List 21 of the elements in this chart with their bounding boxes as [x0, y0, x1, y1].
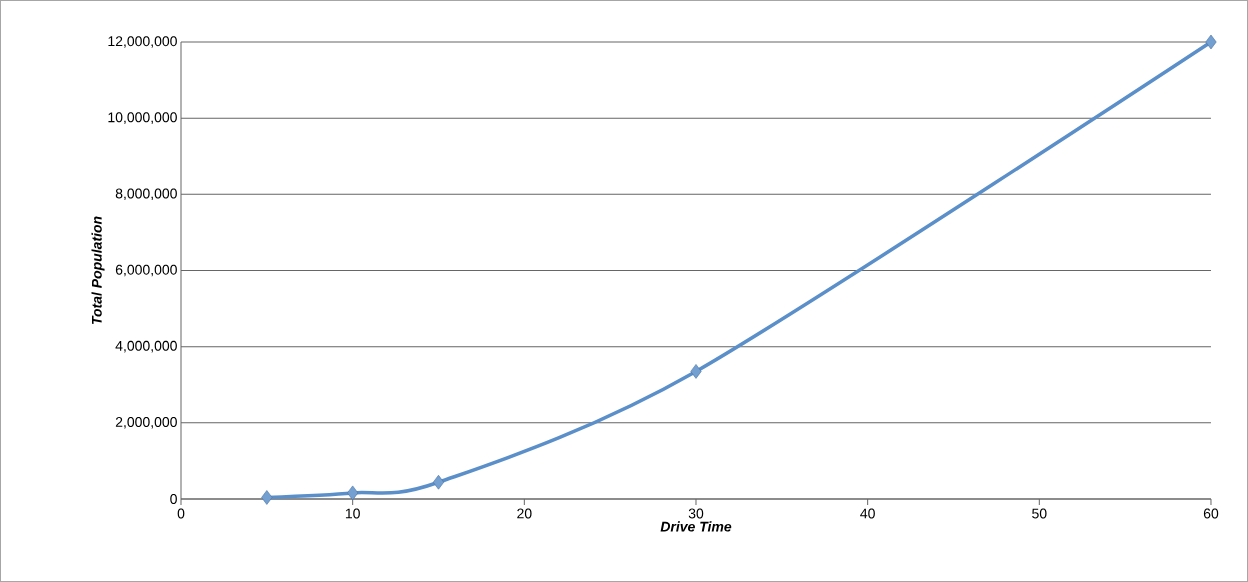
y-tick-label: 4,000,000 [115, 340, 177, 353]
x-tick-label: 20 [517, 508, 532, 519]
x-tick-label: 60 [1203, 508, 1219, 519]
y-tick-label: 0 [170, 494, 177, 504]
point [690, 364, 702, 379]
y-axis-title: Total Population [91, 216, 105, 325]
x-tick-label: 40 [860, 508, 875, 519]
x-tick-label: 10 [345, 508, 360, 519]
point [261, 490, 273, 505]
point [1205, 34, 1217, 50]
x-axis-title: Drive Time [660, 521, 732, 532]
point [347, 485, 359, 501]
x-tick-label: 50 [1032, 508, 1047, 519]
y-tick-label: 12,000,000 [108, 36, 177, 48]
x-tick-label: 0 [177, 508, 185, 519]
point [432, 474, 445, 490]
x-tick-label: 30 [688, 508, 704, 519]
y-tick-label: 10,000,000 [108, 112, 177, 124]
y-tick-label: 8,000,000 [115, 188, 177, 201]
y-tick-label: 6,000,000 [115, 264, 177, 277]
y-tick-label: 2,000,000 [115, 417, 177, 429]
